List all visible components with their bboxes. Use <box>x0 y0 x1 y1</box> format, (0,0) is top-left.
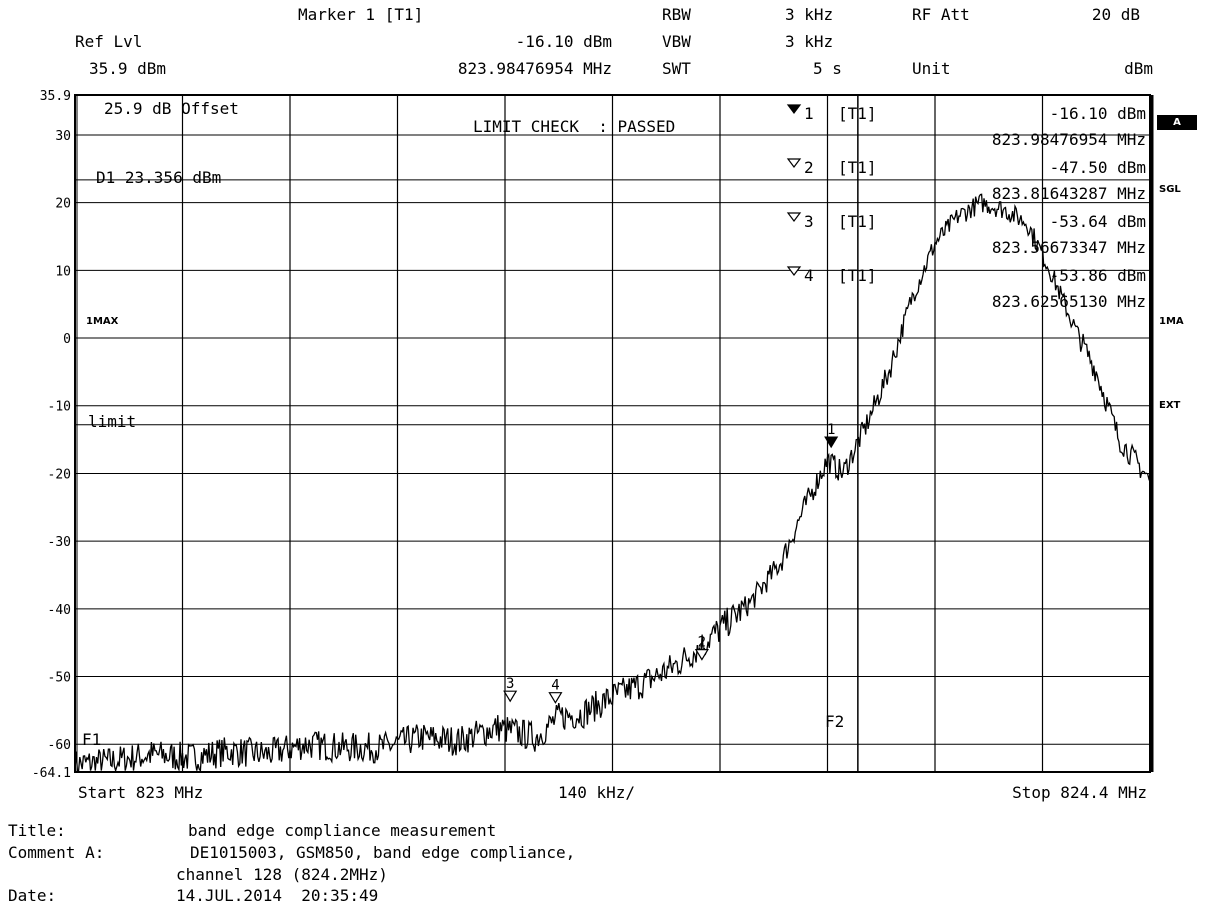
y-tick-label: -30 <box>48 535 71 550</box>
table-marker-3-trace: [T1] <box>838 212 877 231</box>
table-marker-3-frequency: 823.56673347 MHz <box>992 238 1146 257</box>
f1-label: F1 <box>82 730 102 749</box>
swt-label: SWT <box>662 59 691 78</box>
y-tick-label: -60 <box>48 738 71 753</box>
ext-indicator: EXT <box>1159 400 1181 411</box>
trace-group <box>74 193 1151 773</box>
y-tick-label: 30 <box>55 129 71 144</box>
marker-table: 1 [T1] -16.10 dBm 823.98476954 MHz 2 [T1] -47.… <box>786 104 1146 311</box>
y-tick-label: -10 <box>48 400 71 415</box>
marker-group: 1 2 3 4 <box>503 422 839 704</box>
table-marker-3-level: -53.64 dBm <box>1050 212 1146 231</box>
y-tick-label: -50 <box>48 671 71 686</box>
trace-a-indicator: A <box>1157 115 1197 130</box>
marker-2-triangle <box>694 649 709 661</box>
sgl-indicator: SGL <box>1159 184 1181 195</box>
table-marker-4-id: 4 <box>804 266 814 285</box>
table-marker-2-level: -47.50 dBm <box>1050 158 1146 177</box>
comment-label: Comment A: <box>8 843 105 862</box>
plot-grid <box>74 94 1154 773</box>
marker-label: Marker 1 [T1] <box>298 5 424 24</box>
stop-frequency: Stop 824.4 MHz <box>1012 783 1147 802</box>
comment-line-1: DE1015003, GSM850, band edge compliance, <box>190 843 576 862</box>
table-marker-2-id: 2 <box>804 158 814 177</box>
marker-level: -16.10 dBm <box>515 32 612 51</box>
display-line-label: D1 23.356 dBm <box>96 168 222 187</box>
table-marker-1-level: -16.10 dBm <box>1050 104 1146 123</box>
limit-check-status: LIMIT CHECK : PASSED <box>473 117 676 136</box>
y-tick-label: 0 <box>63 332 71 347</box>
table-marker-1-trace: [T1] <box>838 104 877 123</box>
table-marker-3-triangle <box>786 212 802 222</box>
table-marker-1-frequency: 823.98476954 MHz <box>992 130 1146 149</box>
y-tick-label: 10 <box>55 264 71 279</box>
y-tick-label: -40 <box>48 603 71 618</box>
date-value: 14.JUL.2014 20:35:49 <box>176 886 379 905</box>
span-per-division: 140 kHz/ <box>558 783 636 802</box>
unit-label: Unit <box>912 59 951 78</box>
rf-att-label: RF Att <box>912 5 970 24</box>
start-frequency: Start 823 MHz <box>78 783 204 802</box>
vbw-label: VBW <box>662 32 691 51</box>
rbw-label: RBW <box>662 5 691 24</box>
spectrum-trace <box>74 193 1151 773</box>
table-marker-3-id: 3 <box>804 212 814 231</box>
date-label: Date: <box>8 886 57 905</box>
y-tick-label: 35.9 <box>40 89 71 104</box>
table-marker-1-id: 1 <box>804 104 814 123</box>
marker-3-triangle <box>503 690 518 703</box>
ref-lvl-label: Ref Lvl <box>75 32 143 51</box>
marker-4-number: 4 <box>551 678 559 694</box>
marker-4-triangle <box>548 692 563 704</box>
vbw-value: 3 kHz <box>785 32 834 51</box>
table-marker-4-frequency: 823.62565130 MHz <box>992 292 1146 311</box>
y-tick-label: -20 <box>48 467 71 482</box>
title-label: Title: <box>8 821 66 840</box>
trace-mode-label: 1MAX <box>86 316 119 327</box>
title-value: band edge compliance measurement <box>188 821 497 840</box>
marker-frequency: 823.98476954 MHz <box>457 59 612 78</box>
comment-line-2: channel 128 (824.2MHz) <box>176 865 388 884</box>
table-marker-2-triangle <box>786 158 802 168</box>
table-marker-4-trace: [T1] <box>838 266 877 285</box>
f2-label: F2 <box>825 712 845 731</box>
unit-value: dBm <box>1124 59 1153 78</box>
table-marker-2-frequency: 823.81643287 MHz <box>992 184 1146 203</box>
rbw-value: 3 kHz <box>785 5 834 24</box>
limit-line-label: limit <box>88 412 137 431</box>
ima-indicator: 1MA <box>1159 316 1184 327</box>
reference-lines <box>75 95 1150 772</box>
marker-3-number: 3 <box>506 676 514 692</box>
table-marker-2-trace: [T1] <box>838 158 877 177</box>
y-tick-label: 20 <box>55 197 71 212</box>
ref-lvl-value: 35.9 dBm <box>89 59 167 78</box>
table-marker-1-triangle <box>786 104 802 114</box>
y-tick-label: -64.1 <box>32 766 71 781</box>
marker-1-number: 1 <box>827 422 835 438</box>
table-marker-4-level: -53.86 dBm <box>1050 266 1146 285</box>
offset-label: 25.9 dB Offset <box>104 99 239 118</box>
swt-value: 5 s <box>813 59 842 78</box>
marker-2-number: 2 <box>698 635 706 651</box>
rf-att-value: 20 dB <box>1091 5 1140 24</box>
marker-1-triangle <box>824 436 839 449</box>
y-tick-labels: 35.9 30 20 10 0 -10 -20 -30 -40 -50 -60 -64.1 <box>32 89 71 781</box>
table-marker-4-triangle <box>786 266 802 276</box>
